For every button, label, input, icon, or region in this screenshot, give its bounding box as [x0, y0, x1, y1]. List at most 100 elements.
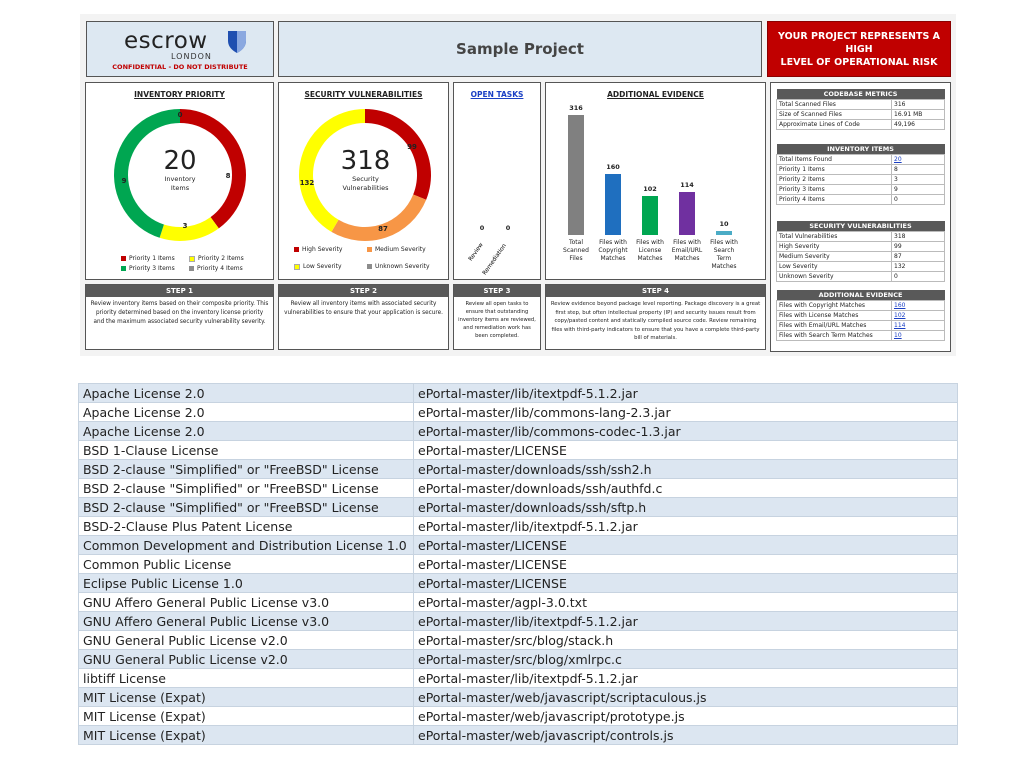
file-path-cell[interactable]: ePortal-master/web/javascript/controls.j…	[413, 725, 958, 745]
license-name-cell[interactable]: GNU Affero General Public License v3.0	[78, 592, 414, 612]
donut-slice-medium	[331, 194, 427, 242]
risk-text: YOUR PROJECT REPRESENTS A HIGH LEVEL OF …	[772, 30, 946, 69]
license-name-cell[interactable]: GNU Affero General Public License v3.0	[78, 611, 414, 631]
file-path-cell[interactable]: ePortal-master/web/javascript/prototype.…	[413, 706, 958, 726]
file-path-cell[interactable]: ePortal-master/lib/itextpdf-5.1.2.jar	[413, 668, 958, 688]
security-total: 318 Security Vulnerabilities	[323, 147, 408, 193]
metrics-panel: CODEBASE METRICS Total Scanned Files 316 …	[770, 82, 951, 352]
step-3-title: STEP 3	[454, 285, 540, 297]
table-row[interactable]: libtiff License ePortal-master/lib/itextp…	[78, 668, 958, 688]
evidence-bar	[642, 196, 658, 235]
license-name-cell[interactable]: libtiff License	[78, 668, 414, 688]
table-row[interactable]: GNU General Public License v2.0 ePortal-m…	[78, 649, 958, 669]
step-1-title: STEP 1	[86, 285, 273, 297]
license-name-cell[interactable]: BSD-2-Clause Plus Patent License	[78, 516, 414, 536]
table-row[interactable]: GNU General Public License v2.0 ePortal-m…	[78, 630, 958, 650]
metric-value: 99	[891, 241, 945, 252]
total-items-link[interactable]: 20	[894, 156, 902, 163]
file-path-cell[interactable]: ePortal-master/web/javascript/scriptacul…	[413, 687, 958, 707]
evidence-bar-value: 316	[569, 104, 583, 112]
table-row[interactable]: Common Development and Distribution Lice…	[78, 535, 958, 555]
metric-value: 318	[891, 231, 945, 242]
license-name-cell[interactable]: Apache License 2.0	[78, 383, 414, 403]
license-matches-link[interactable]: 102	[894, 312, 906, 319]
evidence-bar-label: Files with Search Term Matches	[710, 239, 738, 270]
risk-line-3: LEVEL OF OPERATIONAL RISK	[780, 57, 938, 68]
metric-value: 9	[891, 184, 945, 195]
dashboard: escrow LONDON CONFIDENTIAL - DO NOT DIST…	[80, 14, 956, 356]
step-4-text: Review evidence beyond package level rep…	[550, 301, 761, 341]
file-path-cell[interactable]: ePortal-master/lib/itextpdf-5.1.2.jar	[413, 383, 958, 403]
file-path-cell[interactable]: ePortal-master/lib/commons-lang-2.3.jar	[413, 402, 958, 422]
license-name-cell[interactable]: MIT License (Expat)	[78, 725, 414, 745]
table-row[interactable]: MIT License (Expat) ePortal-master/web/ja…	[78, 725, 958, 745]
license-name-cell[interactable]: Common Public License	[78, 554, 414, 574]
inventory-priority-panel: INVENTORY PRIORITY 8 3 9 0 20 Inventory …	[85, 82, 274, 280]
license-name-cell[interactable]: BSD 2-clause "Simplified" or "FreeBSD" L…	[78, 459, 414, 479]
file-path-cell[interactable]: ePortal-master/LICENSE	[413, 573, 958, 593]
metric-label: Priority 1 Items	[776, 164, 892, 175]
license-name-cell[interactable]: BSD 2-clause "Simplified" or "FreeBSD" L…	[78, 478, 414, 498]
file-path-cell[interactable]: ePortal-master/src/blog/stack.h	[413, 630, 958, 650]
table-row[interactable]: BSD 2-clause "Simplified" or "FreeBSD" L…	[78, 478, 958, 498]
file-path-cell[interactable]: ePortal-master/downloads/ssh/ssh2.h	[413, 459, 958, 479]
license-name-cell[interactable]: MIT License (Expat)	[78, 687, 414, 707]
metric-label: Priority 4 Items	[776, 194, 892, 205]
evidence-bar-label: Files with Email/URL Matches	[671, 239, 703, 262]
file-path-cell[interactable]: ePortal-master/src/blog/xmlrpc.c	[413, 649, 958, 669]
license-name-cell[interactable]: BSD 2-clause "Simplified" or "FreeBSD" L…	[78, 497, 414, 517]
table-row[interactable]: BSD 2-clause "Simplified" or "FreeBSD" L…	[78, 459, 958, 479]
table-row[interactable]: Common Public License ePortal-master/LICE…	[78, 554, 958, 574]
table-row[interactable]: BSD-2-Clause Plus Patent License ePortal-…	[78, 516, 958, 536]
open-tasks-link[interactable]: OPEN TASKS	[470, 90, 524, 99]
table-row[interactable]: Apache License 2.0 ePortal-master/lib/ite…	[78, 383, 958, 403]
donut-slice-low	[299, 109, 365, 232]
inventory-total-label-2: Items	[170, 184, 190, 192]
license-name-cell[interactable]: GNU General Public License v2.0	[78, 649, 414, 669]
file-path-cell[interactable]: ePortal-master/LICENSE	[413, 554, 958, 574]
table-row[interactable]: Eclipse Public License 1.0 ePortal-master…	[78, 573, 958, 593]
copyright-matches-link[interactable]: 160	[894, 302, 906, 309]
table-row[interactable]: Apache License 2.0 ePortal-master/lib/com…	[78, 402, 958, 422]
inventory-priority-title: INVENTORY PRIORITY	[134, 90, 225, 99]
license-name-cell[interactable]: Eclipse Public License 1.0	[78, 573, 414, 593]
license-name-cell[interactable]: BSD 1-Clause License	[78, 440, 414, 460]
file-path-cell[interactable]: ePortal-master/lib/itextpdf-5.1.2.jar	[413, 611, 958, 631]
table-row[interactable]: GNU Affero General Public License v3.0 eP…	[78, 611, 958, 631]
inventory-total: 20 Inventory Items	[145, 147, 215, 193]
step-1-text: Review inventory items based on their co…	[90, 301, 269, 325]
license-name-cell[interactable]: GNU General Public License v2.0	[78, 630, 414, 650]
donut-label-low: 132	[300, 179, 315, 187]
file-path-cell[interactable]: ePortal-master/agpl-3.0.txt	[413, 592, 958, 612]
license-name-cell[interactable]: MIT License (Expat)	[78, 706, 414, 726]
donut-label-high: 99	[407, 143, 417, 151]
search-term-matches-link[interactable]: 10	[894, 332, 902, 339]
file-path-cell[interactable]: ePortal-master/LICENSE	[413, 440, 958, 460]
file-path-cell[interactable]: ePortal-master/LICENSE	[413, 535, 958, 555]
license-name-cell[interactable]: Common Development and Distribution Lice…	[78, 535, 414, 555]
security-total-label-1: Security	[352, 175, 379, 183]
table-row[interactable]: MIT License (Expat) ePortal-master/web/ja…	[78, 706, 958, 726]
email-url-matches-link[interactable]: 114	[894, 322, 906, 329]
inventory-total-label-1: Inventory	[164, 175, 196, 183]
file-path-cell[interactable]: ePortal-master/downloads/ssh/sftp.h	[413, 497, 958, 517]
additional-evidence-title: ADDITIONAL EVIDENCE	[607, 90, 704, 99]
license-name-cell[interactable]: Apache License 2.0	[78, 402, 414, 422]
codebase-metrics-table: CODEBASE METRICS Total Scanned Files 316 …	[776, 89, 945, 130]
open-tasks-review-label: Review	[468, 242, 485, 263]
confidential-notice: CONFIDENTIAL - DO NOT DISTRIBUTE	[112, 63, 248, 71]
table-row[interactable]: BSD 1-Clause License ePortal-master/LICEN…	[78, 440, 958, 460]
metric-label: Unknown Severity	[776, 271, 892, 282]
file-path-cell[interactable]: ePortal-master/lib/itextpdf-5.1.2.jar	[413, 516, 958, 536]
table-row[interactable]: GNU Affero General Public License v3.0 eP…	[78, 592, 958, 612]
donut-label-p1: 8	[226, 172, 231, 180]
step-1-panel: STEP 1 Review inventory items based on t…	[85, 284, 274, 350]
file-path-cell[interactable]: ePortal-master/downloads/ssh/authfd.c	[413, 478, 958, 498]
license-name-cell[interactable]: Apache License 2.0	[78, 421, 414, 441]
table-row[interactable]: MIT License (Expat) ePortal-master/web/ja…	[78, 687, 958, 707]
table-row[interactable]: BSD 2-clause "Simplified" or "FreeBSD" L…	[78, 497, 958, 517]
table-row[interactable]: Apache License 2.0 ePortal-master/lib/com…	[78, 421, 958, 441]
evidence-bar-label: Files with License Matches	[636, 239, 664, 262]
metric-label: Total Vulnerabilities	[776, 231, 892, 242]
file-path-cell[interactable]: ePortal-master/lib/commons-codec-1.3.jar	[413, 421, 958, 441]
